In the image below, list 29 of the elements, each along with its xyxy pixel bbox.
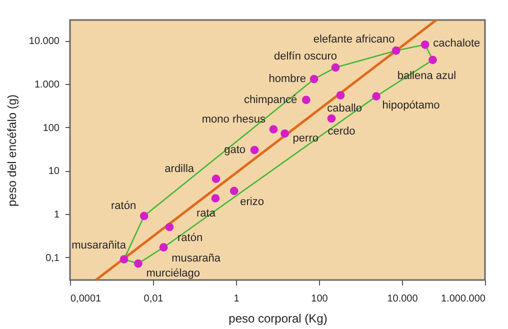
annotation: elefante africano [313,34,395,46]
annotation: ratón [111,200,136,212]
annotation: ardilla [164,162,195,175]
x-tick-label: 1.000.000 [441,294,486,304]
y-tick-label: 1 [54,210,60,221]
y-tick-label: 0,1 [46,252,60,264]
annotation: musarañita [72,239,127,252]
annotation: hombre [268,73,306,86]
annotation: erizo [240,196,264,208]
y-tick-label: 1.000 [34,80,60,91]
annotation: perro [292,132,318,145]
y-tick-label: 100 [42,122,60,134]
annotation: cerdo [328,125,356,138]
x-tick-label: 1 [234,294,240,304]
annotation: gato [224,144,246,156]
x-tick-label: 0,0001 [70,294,102,304]
x-tick-label: 100 [311,294,328,304]
x-axis-title: peso corporal (Kg) [228,312,328,326]
y-tick-label: 10.000 [28,36,60,48]
annotation: murciélago [146,268,200,280]
x-tick-label: 10.000 [387,294,418,304]
x-tick-label: 0,01 [144,294,164,304]
annotation: cachalote [433,38,480,50]
y-axis-title: peso del encéfalo (g) [4,94,19,207]
annotation: hipopótamo [382,99,440,112]
annotation: musaraña [172,252,222,264]
annotation: ratón [178,232,203,244]
annotation: delfín oscuro [274,50,338,63]
y-tick-label: 10 [48,166,60,178]
